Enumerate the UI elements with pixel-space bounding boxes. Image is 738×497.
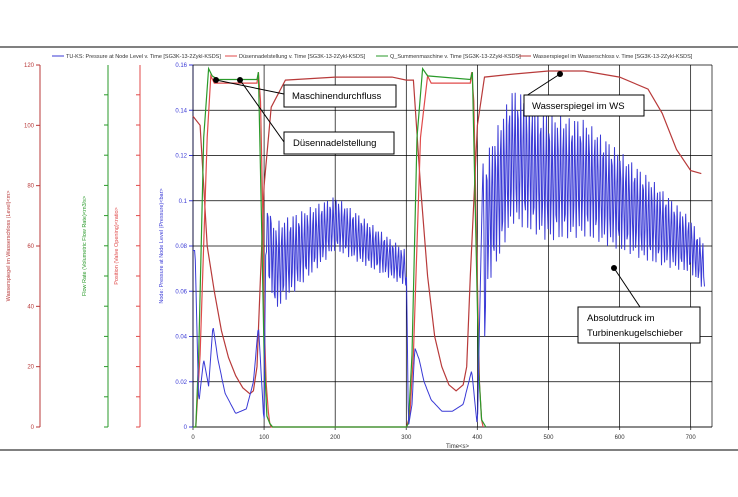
annotation-pressure-label-1: Absolutdruck im — [587, 313, 655, 324]
legend-entry-flow: Q_Summenmaschine v. Time [SG3K-13-2Zykl-… — [376, 54, 521, 60]
series-line-flow — [193, 66, 487, 428]
annotation-flow: Maschinendurchfluss — [213, 77, 397, 108]
legend-label-valve: Düsennadelstellung v. Time [SG3K-13-2Zyk… — [239, 54, 366, 60]
annotation-water-box — [523, 94, 645, 117]
annotations: Maschinendurchfluss Düsennadelstellung W… — [213, 71, 701, 344]
x-tick-label: 500 — [543, 435, 554, 441]
x-tick-label: 700 — [686, 435, 697, 441]
annotation-valve-marker — [237, 77, 243, 83]
series-line-pressure — [193, 92, 705, 425]
legend: TU-KS: Pressure at Node Level v. Time [S… — [52, 54, 693, 60]
annotation-valve: Düsennadelstellung — [237, 77, 395, 155]
y-tick-label-pressure: 0.02 — [175, 380, 187, 386]
y-tick-label-pressure: 0.1 — [179, 199, 188, 205]
y-tick-label-pressure: 0.06 — [175, 289, 187, 295]
y-tick-label-pressure: 0.08 — [175, 244, 187, 250]
x-tick-label: 600 — [615, 435, 626, 441]
legend-entry-pressure: TU-KS: Pressure at Node Level v. Time [S… — [52, 54, 221, 60]
annotation-water: Wasserspiegel im WS — [523, 71, 645, 117]
annotation-flow-label: Maschinendurchfluss — [292, 91, 381, 102]
y-axis-title-valve: Position (Valve Opening)<ratio> — [114, 207, 120, 285]
grid-layer — [192, 64, 713, 428]
y-tick-label-pressure: 0.16 — [175, 63, 187, 69]
y-tick-label-water: 40 — [27, 304, 34, 310]
annotation-flow-box — [283, 84, 397, 108]
y-tick-label-water: 80 — [27, 184, 34, 190]
legend-label-water: Wasserspiegel im Wasserschloss v. Time [… — [533, 54, 693, 60]
annotation-flow-marker — [213, 77, 219, 83]
annotation-water-marker — [557, 71, 563, 77]
x-tick-label: 200 — [330, 435, 341, 441]
annotation-pressure-box — [577, 306, 701, 344]
x-tick-label: 400 — [472, 435, 483, 441]
annotation-pressure-marker — [611, 265, 617, 271]
x-tick-label: 100 — [259, 435, 270, 441]
annotation-pressure: Absolutdruck im Turbinenkugelschieber — [577, 265, 701, 344]
x-tick-label: 0 — [191, 435, 195, 441]
x-axis-title: Time<s> — [446, 444, 470, 450]
y-axis-title-pressure: Node: Pressure at Node Level (Pressure)<… — [159, 188, 165, 303]
legend-label-pressure: TU-KS: Pressure at Node Level v. Time [S… — [66, 54, 221, 60]
y-tick-label-water: 20 — [27, 365, 34, 371]
legend-label-flow: Q_Summenmaschine v. Time [SG3K-13-2Zykl-… — [390, 54, 521, 60]
axes-layer: 0 100 200 300 400 500 600 700 Time<s> 0 20 40 60 80 10… — [6, 63, 712, 450]
y-axis-title-water: Wasserspiegel im Wasserschloss (Level)<m… — [6, 191, 12, 302]
y-tick-label-pressure: 0.14 — [175, 108, 187, 114]
legend-entry-water: Wasserspiegel im Wasserschloss v. Time [… — [519, 54, 693, 60]
series-line-valve — [193, 72, 484, 428]
annotation-valve-box — [283, 131, 395, 155]
y-tick-label-pressure: 0.04 — [175, 335, 187, 341]
y-axis-title-flow: Flow Rate (Volumetric Flow Rate)<m3/s> — [82, 196, 88, 296]
y-tick-label-water: 60 — [27, 244, 34, 250]
y-tick-label-water: 120 — [24, 63, 35, 69]
annotation-water-label: Wasserspiegel im WS — [532, 101, 625, 112]
y-tick-label-water: 0 — [31, 425, 35, 431]
annotation-valve-label: Düsennadelstellung — [293, 138, 376, 149]
x-tick-label: 300 — [401, 435, 412, 441]
y-tick-label-pressure: 0 — [184, 425, 188, 431]
legend-entry-valve: Düsennadelstellung v. Time [SG3K-13-2Zyk… — [225, 54, 366, 60]
annotation-pressure-label-2: Turbinenkugelschieber — [587, 328, 683, 339]
y-tick-label-water: 100 — [24, 123, 35, 129]
y-tick-label-pressure: 0.12 — [175, 154, 187, 160]
